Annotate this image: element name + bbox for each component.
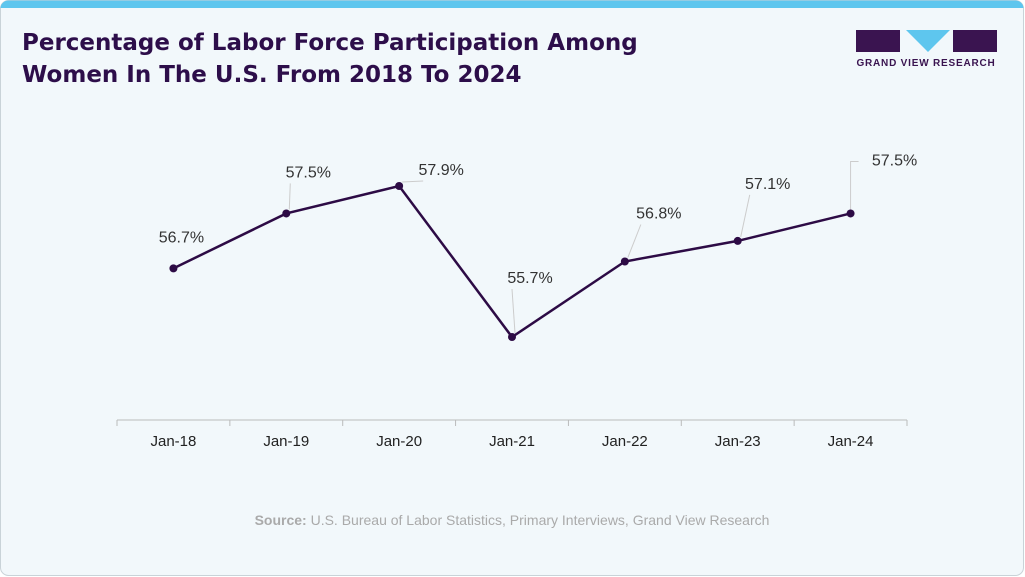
x-tick-label: Jan-18 [150, 433, 196, 450]
leader-line [627, 224, 642, 258]
logo: GRAND VIEW RESEARCH [856, 30, 997, 69]
logo-block [906, 30, 950, 52]
point [620, 257, 629, 266]
source-label: Source: [255, 512, 307, 528]
data-label: 55.7% [507, 270, 552, 287]
x-tick-label: Jan-21 [489, 433, 535, 450]
logo-text: GRAND VIEW RESEARCH [856, 58, 995, 69]
top-bar [0, 0, 1024, 9]
x-tick-label: Jan-23 [715, 433, 761, 450]
leader-line [402, 180, 424, 183]
source-text: U.S. Bureau of Labor Statistics, Primary… [311, 512, 770, 528]
point [395, 182, 404, 190]
chart-title: Women In The U.S. From 2018 To 2024 [22, 62, 521, 88]
source: Source: U.S. Bureau of Labor Statistics,… [255, 512, 770, 528]
data-label: 57.1% [745, 176, 790, 193]
point [846, 209, 855, 218]
data-label: 57.5% [286, 165, 331, 182]
data-label: 57.9% [418, 162, 463, 179]
leader-line [511, 288, 516, 334]
data-label: 56.7% [159, 230, 204, 247]
x-tick-label: Jan-22 [602, 433, 648, 450]
chart-title: Percentage of Labor Force Participation … [22, 30, 638, 56]
leader-line [740, 194, 751, 238]
logo-block [953, 30, 997, 52]
data-label: 57.5% [872, 153, 917, 170]
x-tick-label: Jan-24 [828, 433, 874, 450]
x-tick-label: Jan-20 [376, 433, 422, 450]
leader-line [850, 160, 859, 210]
leader-line [288, 183, 291, 210]
point [169, 264, 178, 273]
point [282, 209, 291, 218]
point [733, 236, 742, 245]
logo-block [856, 30, 900, 52]
data-label: 56.8% [636, 206, 681, 223]
x-tick-label: Jan-19 [263, 433, 309, 450]
point [508, 333, 516, 341]
